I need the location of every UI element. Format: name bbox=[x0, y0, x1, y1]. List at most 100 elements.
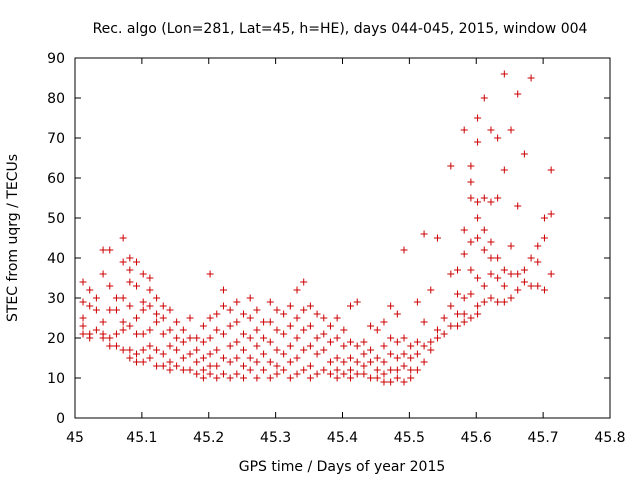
data-point bbox=[206, 334, 214, 342]
data-point bbox=[373, 374, 381, 382]
data-point bbox=[199, 374, 207, 382]
data-point bbox=[133, 314, 141, 322]
data-point bbox=[246, 334, 254, 342]
data-point bbox=[226, 358, 234, 366]
data-point bbox=[393, 310, 401, 318]
data-point bbox=[300, 346, 308, 354]
data-point bbox=[474, 234, 482, 242]
data-point bbox=[293, 314, 301, 322]
data-point bbox=[133, 350, 141, 358]
y-tick-label: 40 bbox=[47, 251, 65, 267]
data-point bbox=[487, 270, 495, 278]
data-point bbox=[360, 370, 368, 378]
data-point bbox=[393, 354, 401, 362]
data-point bbox=[480, 226, 488, 234]
data-point bbox=[306, 342, 314, 350]
data-point bbox=[86, 286, 94, 294]
data-point bbox=[146, 286, 154, 294]
data-point bbox=[340, 326, 348, 334]
data-point bbox=[153, 294, 161, 302]
data-point bbox=[413, 366, 421, 374]
data-point bbox=[213, 346, 221, 354]
data-point bbox=[494, 274, 502, 282]
data-point bbox=[400, 350, 408, 358]
data-point bbox=[273, 370, 281, 378]
data-point bbox=[534, 242, 542, 250]
data-point bbox=[494, 194, 502, 202]
data-point bbox=[139, 330, 147, 338]
data-point bbox=[474, 302, 482, 310]
data-point bbox=[246, 366, 254, 374]
data-point bbox=[79, 298, 87, 306]
data-point bbox=[99, 246, 107, 254]
data-point bbox=[92, 306, 100, 314]
data-point bbox=[500, 298, 508, 306]
data-point bbox=[467, 178, 475, 186]
data-point bbox=[112, 294, 120, 302]
data-point bbox=[126, 278, 134, 286]
data-point bbox=[347, 366, 355, 374]
data-point bbox=[179, 366, 187, 374]
data-point bbox=[99, 270, 107, 278]
data-point bbox=[219, 302, 227, 310]
data-point bbox=[92, 326, 100, 334]
data-point bbox=[213, 374, 221, 382]
y-tick-label: 30 bbox=[47, 291, 65, 307]
x-tick-label: 45.7 bbox=[528, 430, 559, 446]
data-point bbox=[146, 274, 154, 282]
data-point bbox=[527, 74, 535, 82]
x-axis: 45 45.1 45.2 45.3 45.4 45.5 45.6 45.7 45.8 bbox=[66, 58, 626, 446]
data-point bbox=[300, 326, 308, 334]
data-point bbox=[206, 350, 214, 358]
data-point bbox=[286, 322, 294, 330]
data-point bbox=[133, 358, 141, 366]
data-point bbox=[193, 334, 201, 342]
data-point bbox=[547, 166, 555, 174]
data-point bbox=[159, 350, 167, 358]
data-point bbox=[92, 294, 100, 302]
data-point bbox=[467, 162, 475, 170]
data-point bbox=[373, 354, 381, 362]
data-point bbox=[413, 338, 421, 346]
data-point bbox=[420, 318, 428, 326]
data-point bbox=[360, 338, 368, 346]
data-point bbox=[213, 310, 221, 318]
data-point bbox=[286, 358, 294, 366]
data-point bbox=[460, 226, 468, 234]
data-point bbox=[253, 374, 261, 382]
data-point bbox=[233, 354, 241, 362]
data-point bbox=[460, 250, 468, 258]
y-tick-label: 0 bbox=[56, 411, 65, 427]
y-tick-label: 60 bbox=[47, 171, 65, 187]
data-point bbox=[193, 346, 201, 354]
data-point bbox=[273, 326, 281, 334]
data-point bbox=[139, 358, 147, 366]
data-point bbox=[494, 134, 502, 142]
data-point bbox=[166, 358, 174, 366]
data-point bbox=[159, 314, 167, 322]
data-point bbox=[474, 114, 482, 122]
data-point bbox=[280, 350, 288, 358]
data-point bbox=[447, 302, 455, 310]
data-point bbox=[500, 282, 508, 290]
data-point bbox=[306, 302, 314, 310]
data-point bbox=[126, 266, 134, 274]
data-point bbox=[320, 346, 328, 354]
data-point bbox=[119, 294, 127, 302]
data-point bbox=[540, 214, 548, 222]
data-point bbox=[166, 342, 174, 350]
data-point bbox=[199, 354, 207, 362]
data-point bbox=[367, 374, 375, 382]
data-point bbox=[460, 294, 468, 302]
data-point bbox=[500, 70, 508, 78]
data-point bbox=[480, 282, 488, 290]
data-point bbox=[273, 306, 281, 314]
data-point bbox=[340, 342, 348, 350]
y-tick-label: 50 bbox=[47, 211, 65, 227]
data-point bbox=[313, 370, 321, 378]
data-point bbox=[173, 362, 181, 370]
data-point bbox=[153, 362, 161, 370]
data-point bbox=[186, 366, 194, 374]
